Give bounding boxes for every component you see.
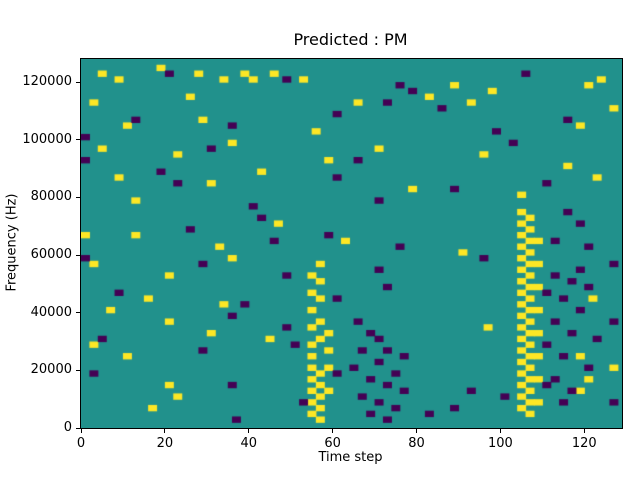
x-tick-mark bbox=[164, 429, 166, 433]
x-tick-label: 100 bbox=[487, 436, 513, 451]
y-tick-label: 40000 bbox=[30, 304, 72, 320]
x-tick-label: 20 bbox=[156, 436, 174, 451]
y-tick-label: 20000 bbox=[30, 362, 72, 378]
x-tick-label: 120 bbox=[571, 436, 597, 451]
y-tick-label: 80000 bbox=[30, 189, 72, 205]
plot-area: 0 20 40 60 80 100 120 0 20000 40000 60000 80000 1000… bbox=[22, 58, 623, 451]
y-tick-label: 0 bbox=[63, 420, 72, 435]
y-axis-label: Frequency (Hz) bbox=[4, 193, 20, 292]
y-tick-mark bbox=[76, 81, 80, 83]
chart-title: Predicted : PM bbox=[293, 30, 408, 49]
y-tick-label: 100000 bbox=[22, 131, 72, 147]
x-tick-mark bbox=[80, 429, 82, 433]
y-tick-mark bbox=[76, 139, 80, 141]
x-tick-mark bbox=[416, 429, 417, 433]
y-tick-mark bbox=[76, 312, 80, 314]
heatmap-canvas bbox=[81, 59, 622, 428]
x-tick-label: 0 bbox=[76, 436, 86, 451]
x-tick-label: 60 bbox=[324, 436, 341, 451]
y-tick-mark bbox=[76, 196, 80, 198]
x-tick-mark bbox=[499, 429, 501, 433]
x-tick-mark bbox=[583, 429, 585, 433]
y-tick-label: 120000 bbox=[22, 74, 72, 90]
y-tick-mark bbox=[76, 427, 80, 429]
x-tick-mark bbox=[332, 429, 334, 433]
y-tick-mark bbox=[76, 254, 80, 256]
y-tick-label: 60000 bbox=[30, 247, 72, 263]
x-tick-mark bbox=[248, 429, 250, 433]
y-tick-mark bbox=[76, 369, 80, 371]
x-axis-label: Time step bbox=[318, 450, 383, 465]
x-tick-label: 80 bbox=[408, 436, 425, 451]
x-tick-label: 40 bbox=[240, 436, 258, 451]
